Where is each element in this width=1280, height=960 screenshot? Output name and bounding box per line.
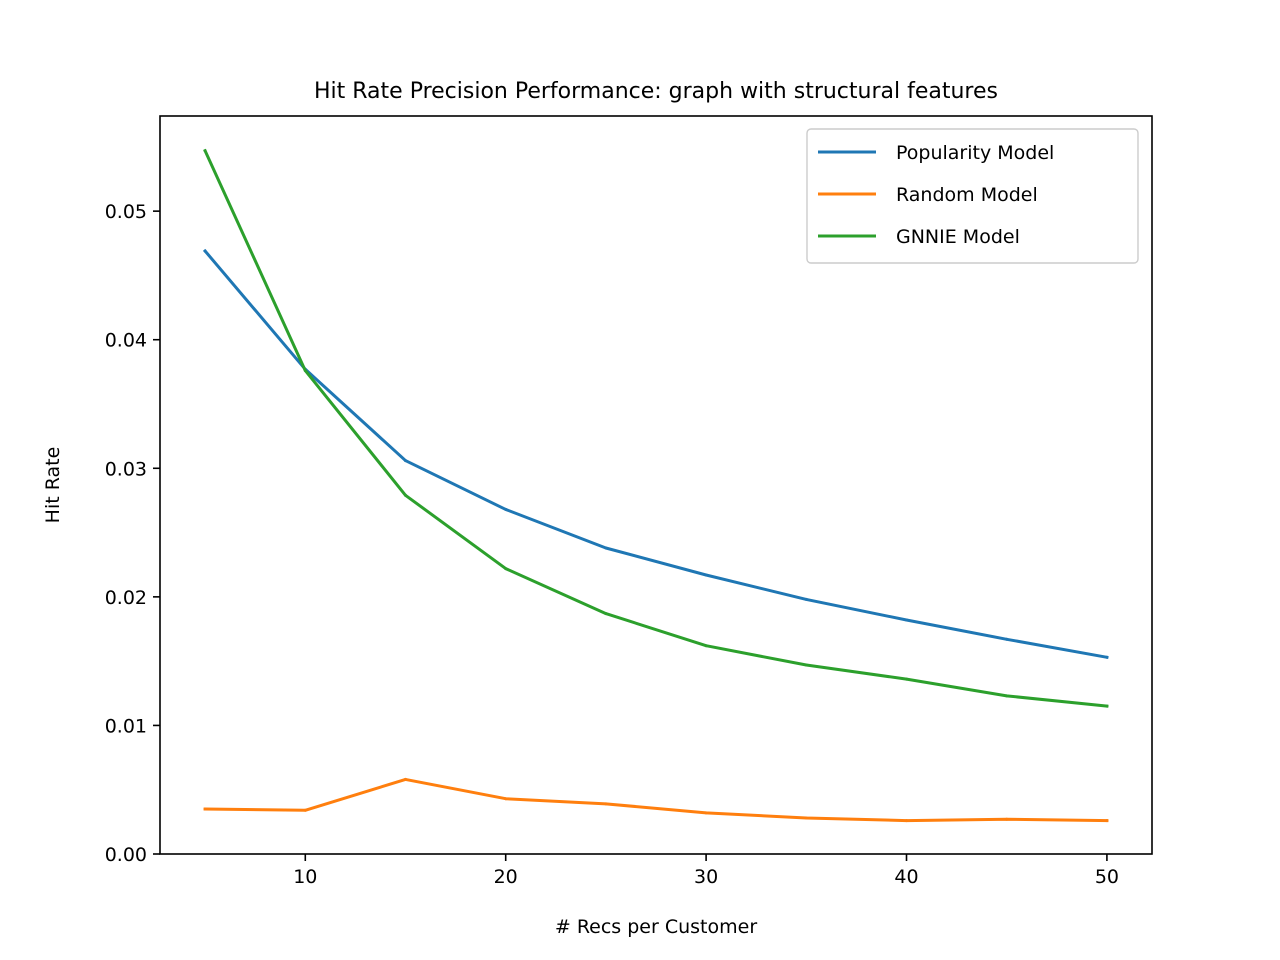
- y-axis-label: Hit Rate: [42, 447, 64, 524]
- y-axis: 0.00 0.01 0.02 0.03 0.04 0.05: [105, 201, 160, 866]
- data-point-random-model: [203, 807, 207, 811]
- data-point-gnnie-model: [403, 493, 407, 497]
- y-tick-label: 0.02: [105, 587, 147, 609]
- y-tick-label: 0.01: [105, 715, 147, 737]
- series-line-popularity-model: [202, 248, 1109, 660]
- legend-label-gnnie-model: GNNIE Model: [896, 226, 1020, 248]
- data-point-popularity-model: [1105, 655, 1109, 659]
- x-tick-label: 50: [1095, 866, 1119, 888]
- data-point-random-model: [604, 802, 608, 806]
- data-point-random-model: [804, 816, 808, 820]
- x-axis: 10 20 30 40 50: [293, 854, 1119, 888]
- plot-area: [159, 115, 1153, 855]
- series-line-gnnie-model: [203, 148, 1109, 708]
- plot-frame: [159, 115, 1153, 855]
- data-point-random-model: [504, 797, 508, 801]
- x-tick-label: 40: [894, 866, 918, 888]
- chart-title: Hit Rate Precision Performance: graph wi…: [314, 79, 998, 104]
- data-point-random-model: [403, 777, 407, 781]
- y-tick-label: 0.05: [105, 201, 147, 223]
- data-point-gnnie-model: [1105, 704, 1109, 708]
- y-tick-label: 0.04: [105, 330, 147, 352]
- data-point-popularity-model: [403, 459, 407, 463]
- data-point-random-model: [704, 811, 708, 815]
- x-tick-label: 10: [293, 866, 317, 888]
- data-point-gnnie-model: [203, 149, 207, 153]
- series-line-random-model: [203, 777, 1109, 823]
- data-point-random-model: [1105, 819, 1109, 823]
- data-point-popularity-model: [203, 249, 207, 253]
- legend-label-random-model: Random Model: [896, 184, 1038, 206]
- x-axis-label: # Recs per Customer: [555, 916, 757, 938]
- data-point-gnnie-model: [804, 663, 808, 667]
- legend-box: [806, 128, 1139, 264]
- x-tick-label: 30: [694, 866, 718, 888]
- data-point-gnnie-model: [704, 644, 708, 648]
- x-tick-label: 20: [494, 866, 518, 888]
- y-tick-label: 0.00: [105, 844, 147, 866]
- data-point-popularity-model: [804, 597, 808, 601]
- data-point-gnnie-model: [604, 612, 608, 616]
- data-point-random-model: [303, 808, 307, 812]
- series-lines: [202, 148, 1109, 823]
- data-point-gnnie-model: [905, 677, 909, 681]
- data-point-popularity-model: [905, 618, 909, 622]
- data-point-popularity-model: [604, 546, 608, 550]
- data-point-popularity-model: [704, 573, 708, 577]
- data-point-random-model: [1005, 817, 1009, 821]
- data-point-random-model: [905, 819, 909, 823]
- data-point-gnnie-model: [504, 567, 508, 571]
- y-tick-label: 0.03: [105, 458, 147, 480]
- data-point-popularity-model: [504, 507, 508, 511]
- data-point-popularity-model: [1005, 637, 1009, 641]
- legend-label-popularity-model: Popularity Model: [896, 142, 1054, 164]
- legend: Popularity Model Random Model GNNIE Model: [806, 128, 1139, 264]
- data-point-gnnie-model: [1005, 694, 1009, 698]
- data-point-gnnie-model: [303, 369, 307, 373]
